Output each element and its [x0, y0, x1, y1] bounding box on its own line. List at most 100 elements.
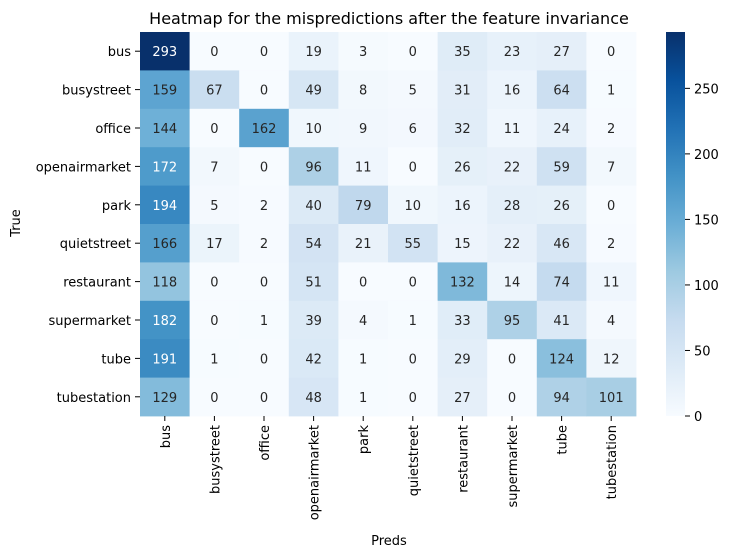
- heatmap-cell: [388, 224, 438, 263]
- cell-value-label: 42: [305, 352, 322, 367]
- heatmap-cell: [140, 108, 190, 148]
- heatmap-cell: [536, 70, 587, 110]
- cell-value-label: 0: [260, 352, 268, 367]
- heatmap-cell: [487, 147, 538, 186]
- heatmap-cell: [140, 339, 190, 378]
- cell-value-label: 0: [508, 391, 516, 406]
- cell-value-label: 2: [607, 122, 615, 137]
- cell-value-label: 1: [409, 314, 417, 329]
- x-axis-label: Preds: [371, 534, 407, 549]
- colorbar-tick-label: 150: [694, 213, 719, 228]
- cell-value-label: 79: [355, 199, 372, 214]
- cell-value-label: 94: [553, 391, 570, 406]
- heatmap-cell: [437, 32, 488, 71]
- heatmap-cell: [437, 262, 488, 302]
- heatmap-cell: [140, 224, 190, 263]
- cell-value-label: 12: [603, 352, 620, 367]
- cell-value-label: 101: [599, 391, 624, 406]
- heatmap-cell: [288, 185, 339, 225]
- cell-value-label: 0: [359, 276, 367, 291]
- heatmap-cell: [338, 377, 389, 417]
- heatmap-cell: [586, 262, 637, 302]
- cell-value-label: 95: [504, 314, 521, 329]
- cell-value-label: 11: [355, 160, 372, 175]
- cell-value-label: 33: [454, 314, 471, 329]
- cell-value-label: 124: [549, 352, 574, 367]
- heatmap-cell: [239, 339, 290, 378]
- heatmap-cell: [388, 300, 438, 340]
- heatmap-cell: [388, 147, 438, 186]
- heatmap-cell: [288, 32, 339, 71]
- y-tick-label: bus: [108, 45, 131, 60]
- cell-value-label: 0: [409, 276, 417, 291]
- cell-value-label: 0: [210, 314, 218, 329]
- cell-value-label: 118: [152, 276, 177, 291]
- heatmap-cell: [586, 185, 637, 225]
- cell-value-label: 27: [454, 391, 471, 406]
- heatmap-cell: [239, 108, 290, 148]
- heatmap-cell: [437, 185, 488, 225]
- heatmap-cell: [189, 377, 240, 417]
- cell-value-label: 0: [409, 391, 417, 406]
- heatmap-cell: [536, 185, 587, 225]
- heatmap-cell: [288, 70, 339, 110]
- y-tick-label: supermarket: [48, 314, 131, 329]
- colorbar-tick-label: 100: [694, 279, 719, 294]
- heatmap-cell: [189, 262, 240, 302]
- x-tick-label: busystreet: [208, 425, 223, 494]
- cell-value-label: 48: [305, 391, 322, 406]
- x-tick-label: quietstreet: [407, 425, 422, 496]
- cell-value-label: 22: [504, 237, 521, 252]
- cell-value-label: 7: [607, 160, 615, 175]
- cell-value-label: 35: [454, 45, 471, 60]
- cell-value-label: 0: [210, 391, 218, 406]
- cell-value-label: 0: [210, 276, 218, 291]
- cell-value-label: 159: [152, 84, 177, 99]
- cell-value-label: 0: [409, 160, 417, 175]
- heatmap-cell: [437, 108, 488, 148]
- heatmap-cell: [338, 262, 389, 302]
- heatmap-cell: [288, 300, 339, 340]
- heatmap-cell: [239, 185, 290, 225]
- heatmap-cell: [388, 32, 438, 71]
- cell-value-label: 49: [305, 84, 322, 99]
- heatmap-cell: [388, 262, 438, 302]
- heatmap-cell: [388, 377, 438, 417]
- heatmap-cell: [189, 300, 240, 340]
- heatmap-cell: [487, 300, 538, 340]
- cell-value-label: 0: [409, 45, 417, 60]
- heatmap-cell: [487, 339, 538, 378]
- cell-value-label: 0: [260, 391, 268, 406]
- heatmap-cell: [437, 70, 488, 110]
- cell-value-label: 0: [260, 160, 268, 175]
- cell-value-label: 55: [405, 237, 422, 252]
- heatmap-cell: [140, 300, 190, 340]
- cell-value-label: 64: [553, 84, 570, 99]
- heatmap-cell: [239, 224, 290, 263]
- heatmap-cell: [586, 339, 637, 378]
- cell-value-label: 1: [260, 314, 268, 329]
- y-tick-label: tubestation: [57, 391, 131, 406]
- cell-value-label: 0: [210, 45, 218, 60]
- heatmap-cell: [536, 224, 587, 263]
- cell-value-label: 46: [553, 237, 570, 252]
- cell-value-label: 1: [359, 352, 367, 367]
- cell-value-label: 172: [152, 160, 177, 175]
- cell-value-label: 6: [409, 122, 417, 137]
- cell-value-label: 129: [152, 391, 177, 406]
- heatmap-cell: [189, 185, 240, 225]
- cell-value-label: 11: [504, 122, 521, 137]
- heatmap-cell: [388, 339, 438, 378]
- colorbar-gradient: [666, 32, 685, 416]
- heatmap-cell: [388, 70, 438, 110]
- cell-value-label: 293: [152, 45, 177, 60]
- cell-value-label: 41: [553, 314, 570, 329]
- heatmap-cell: [338, 147, 389, 186]
- cell-value-label: 23: [504, 45, 521, 60]
- cell-value-label: 1: [210, 352, 218, 367]
- cell-value-label: 10: [305, 122, 322, 137]
- cell-value-label: 9: [359, 122, 367, 137]
- cell-value-label: 54: [305, 237, 322, 252]
- cell-value-label: 2: [260, 199, 268, 214]
